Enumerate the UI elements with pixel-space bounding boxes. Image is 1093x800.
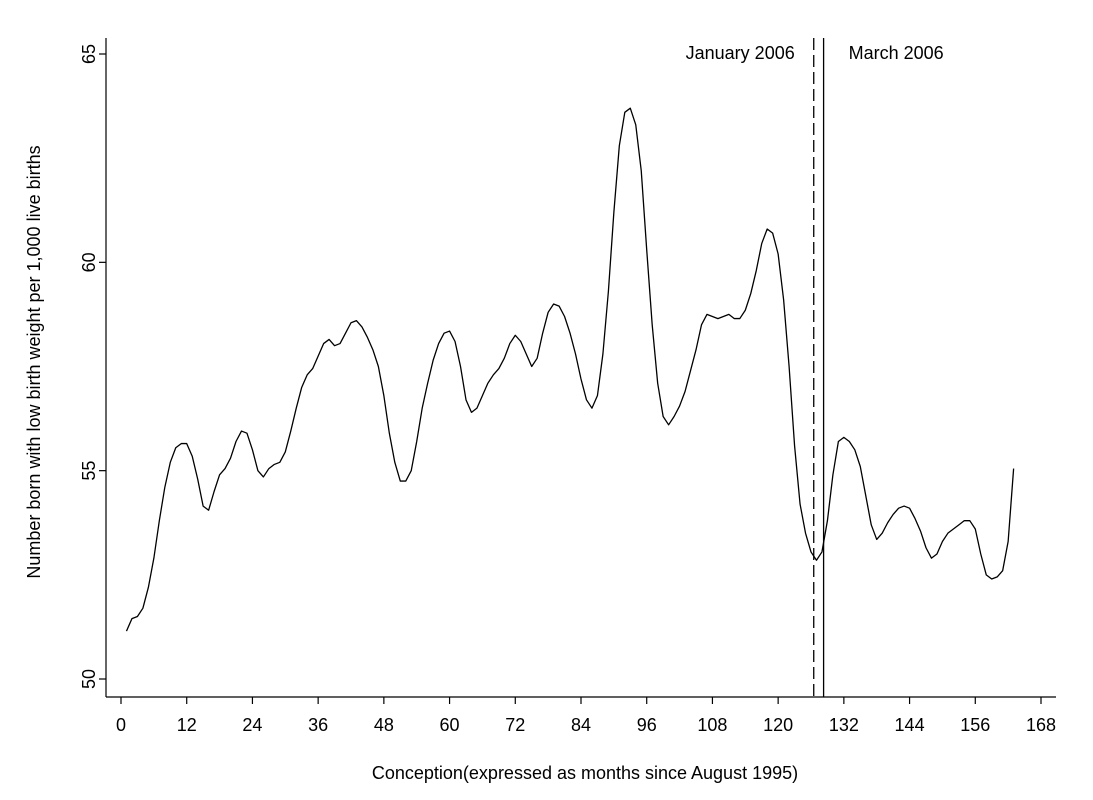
y-tick-label: 50 bbox=[79, 669, 99, 689]
x-tick-label: 96 bbox=[637, 715, 657, 735]
x-ticks: 0 12 24 36 48 60 72 84 96 108 120 132 144 156 168 bbox=[116, 697, 1056, 735]
x-tick-label: 156 bbox=[960, 715, 990, 735]
y-tick-label: 65 bbox=[79, 44, 99, 64]
x-tick-label: 168 bbox=[1026, 715, 1056, 735]
x-tick-label: 24 bbox=[242, 715, 262, 735]
x-axis-label: Conception(expressed as months since Aug… bbox=[372, 763, 798, 783]
x-tick-label: 12 bbox=[177, 715, 197, 735]
x-tick-label: 72 bbox=[505, 715, 525, 735]
y-tick-label: 60 bbox=[79, 252, 99, 272]
y-tick-label: 55 bbox=[79, 461, 99, 481]
x-tick-label: 108 bbox=[697, 715, 727, 735]
reference-lines: January 2006 March 2006 bbox=[686, 38, 944, 697]
axes bbox=[105, 38, 1056, 698]
y-axis-label: Number born with low birth weight per 1,… bbox=[24, 145, 44, 578]
reference-line-label: March 2006 bbox=[849, 43, 944, 63]
x-tick-label: 0 bbox=[116, 715, 126, 735]
reference-line-label: January 2006 bbox=[686, 43, 795, 63]
x-tick-label: 48 bbox=[374, 715, 394, 735]
x-tick-label: 36 bbox=[308, 715, 328, 735]
x-tick-label: 144 bbox=[895, 715, 925, 735]
x-tick-label: 132 bbox=[829, 715, 859, 735]
y-ticks: 50 55 60 65 bbox=[79, 44, 106, 689]
x-tick-label: 84 bbox=[571, 715, 591, 735]
x-tick-label: 120 bbox=[763, 715, 793, 735]
x-tick-label: 60 bbox=[440, 715, 460, 735]
series-line bbox=[125, 107, 1015, 632]
